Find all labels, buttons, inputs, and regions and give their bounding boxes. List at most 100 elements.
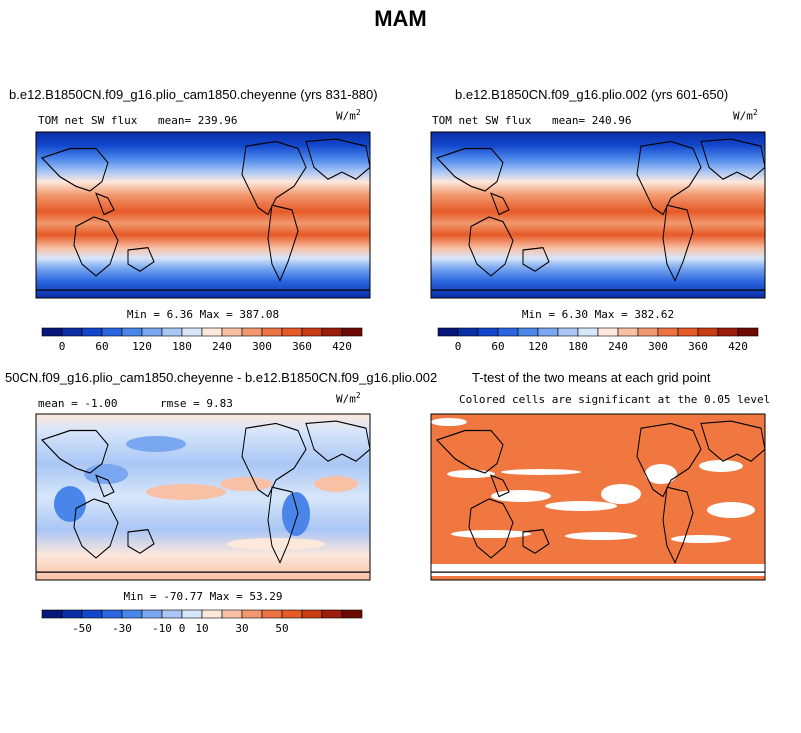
mean-label-top-left: mean= 239.96 bbox=[158, 114, 238, 127]
panel-title-bottom-right: T-test of the two means at each grid poi… bbox=[472, 370, 711, 385]
colorbar-tick-label: 0 bbox=[179, 622, 186, 635]
colorbar-cell bbox=[181, 609, 203, 619]
minmax-top-right: Min = 6.30 Max = 382.62 bbox=[521, 308, 675, 321]
colorbar-cell bbox=[677, 327, 699, 337]
map-top-right bbox=[430, 131, 766, 299]
colorbar-cell bbox=[577, 327, 599, 337]
minmax-bottom-left: Min = -70.77 Max = 53.29 bbox=[123, 590, 283, 603]
variable-label-top-left: TOM net SW flux bbox=[38, 114, 138, 127]
panel-title-top-left: b.e12.B1850CN.f09_g16.plio_cam1850.cheye… bbox=[9, 87, 378, 102]
colorbar-cell bbox=[201, 327, 223, 337]
colorbar-cell bbox=[477, 327, 499, 337]
colorbar-tick-label: 360 bbox=[688, 340, 708, 353]
variable-label-top-right: TOM net SW flux bbox=[432, 114, 532, 127]
page-title: MAM bbox=[374, 6, 427, 31]
colorbar-cell bbox=[321, 327, 343, 337]
colorbar-cell bbox=[121, 327, 143, 337]
colorbar-tick-label: 300 bbox=[252, 340, 272, 353]
colorbar-cell bbox=[497, 327, 519, 337]
colorbar-cell bbox=[101, 327, 123, 337]
map-frame bbox=[430, 131, 766, 299]
colorbar-tick-label: 10 bbox=[195, 622, 208, 635]
colorbar-cell bbox=[281, 327, 303, 337]
mean-label-bottom-left: mean = -1.00 bbox=[38, 397, 118, 410]
colorbar-cell bbox=[161, 327, 183, 337]
colorbar-tick-label: 420 bbox=[332, 340, 352, 353]
colorbar-cell bbox=[81, 327, 103, 337]
colorbar-tick-label: -50 bbox=[72, 622, 92, 635]
colorbar-cell bbox=[161, 609, 183, 619]
colorbar-tick-label: 50 bbox=[275, 622, 288, 635]
colorbar-tick-label: 60 bbox=[95, 340, 108, 353]
colorbar-cell bbox=[457, 327, 479, 337]
colorbar-cell bbox=[201, 609, 223, 619]
colorbar-cell bbox=[141, 609, 163, 619]
colorbar-cell bbox=[697, 327, 719, 337]
colorbar-cell bbox=[637, 327, 659, 337]
colorbar-cell bbox=[261, 609, 283, 619]
colorbar-tick-label: 240 bbox=[608, 340, 628, 353]
map-frame bbox=[35, 413, 371, 581]
colorbar-tick-label: 120 bbox=[528, 340, 548, 353]
panel-title-bottom-left: 50CN.f09_g16.plio_cam1850.cheyenne - b.e… bbox=[5, 370, 438, 385]
colorbar-cell bbox=[261, 327, 283, 337]
minmax-top-left: Min = 6.36 Max = 387.08 bbox=[126, 308, 280, 321]
units-label-top-left: W/m2 bbox=[336, 108, 361, 123]
difference-anomaly-patches bbox=[54, 436, 358, 550]
colorbar-tick-label: 180 bbox=[172, 340, 192, 353]
colorbar-cell bbox=[657, 327, 679, 337]
colorbar-cell bbox=[121, 609, 143, 619]
colorbar-cell bbox=[81, 609, 103, 619]
colorbar-cell bbox=[221, 327, 243, 337]
colorbar-tick-label: 30 bbox=[235, 622, 248, 635]
colorbar-tick-label: 300 bbox=[648, 340, 668, 353]
colorbar-cell bbox=[597, 327, 619, 337]
map-frame bbox=[35, 131, 371, 299]
map-bottom-left bbox=[35, 413, 371, 581]
colorbar-tick-label: 180 bbox=[568, 340, 588, 353]
colorbar-tick-label: -10 bbox=[152, 622, 172, 635]
colorbar-cell bbox=[41, 609, 63, 619]
colorbar-cell bbox=[141, 327, 163, 337]
subtitle-bottom-right: Colored cells are significant at the 0.0… bbox=[459, 393, 771, 406]
map-top-left bbox=[35, 131, 371, 299]
colorbar-cell bbox=[241, 609, 263, 619]
colorbar-tick-label: -30 bbox=[112, 622, 132, 635]
colorbar-cell bbox=[61, 609, 83, 619]
units-label-bottom-left: W/m2 bbox=[336, 391, 361, 406]
colorbar-cell bbox=[341, 609, 363, 619]
units-label-top-right: W/m2 bbox=[733, 108, 758, 123]
colorbar-cell bbox=[101, 609, 123, 619]
colorbar-cell bbox=[61, 327, 83, 337]
colorbar-bottom-left: -50 -30 -10 0 10 30 50 bbox=[41, 609, 363, 635]
map-bottom-right bbox=[430, 413, 766, 581]
colorbar-cell bbox=[321, 609, 343, 619]
colorbar-cell bbox=[717, 327, 739, 337]
panel-title-top-right: b.e12.B1850CN.f09_g16.plio.002 (yrs 601-… bbox=[455, 87, 729, 102]
colorbar-cell bbox=[557, 327, 579, 337]
colorbar-tick-label: 0 bbox=[59, 340, 66, 353]
colorbar-cell bbox=[41, 327, 63, 337]
colorbar-top-right: 0 60 120 180 240 300 360 420 bbox=[437, 327, 759, 353]
colorbar-cell bbox=[537, 327, 559, 337]
map-field bbox=[36, 132, 370, 298]
colorbar-tick-label: 240 bbox=[212, 340, 232, 353]
map-field bbox=[431, 132, 765, 298]
colorbar-cell bbox=[617, 327, 639, 337]
colorbar-cell bbox=[181, 327, 203, 337]
colorbar-tick-label: 360 bbox=[292, 340, 312, 353]
colorbar-tick-label: 60 bbox=[491, 340, 504, 353]
colorbar-tick-label: 420 bbox=[728, 340, 748, 353]
map-frame bbox=[430, 413, 766, 581]
colorbar-cell bbox=[221, 609, 243, 619]
colorbar-cell bbox=[737, 327, 759, 337]
colorbar-cell bbox=[301, 609, 323, 619]
colorbar-cell bbox=[281, 609, 303, 619]
rmse-label-bottom-left: rmse = 9.83 bbox=[160, 397, 233, 410]
colorbar-cell bbox=[437, 327, 459, 337]
mean-label-top-right: mean= 240.96 bbox=[552, 114, 632, 127]
colorbar-cell bbox=[517, 327, 539, 337]
colorbar-tick-label: 120 bbox=[132, 340, 152, 353]
colorbar-top-left: 0 60 120 180 240 300 360 420 bbox=[41, 327, 363, 353]
significance-field bbox=[431, 414, 765, 580]
